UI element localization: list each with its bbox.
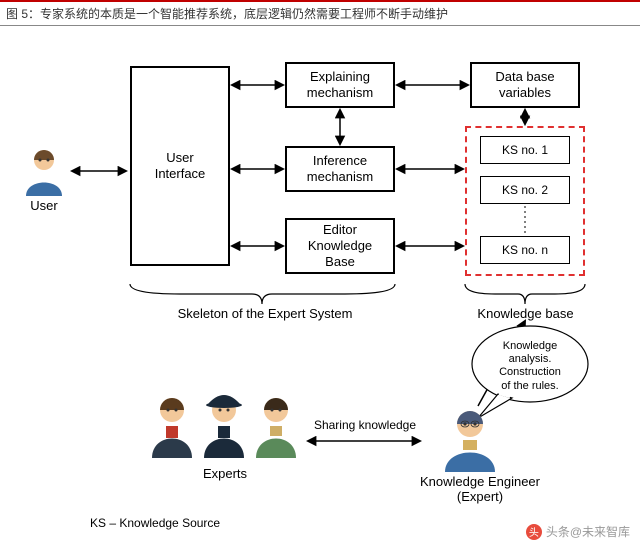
experts-label: Experts <box>140 466 310 481</box>
expert-system-diagram: User User Interface Explaining mechanism… <box>0 26 640 546</box>
figure-caption: 图 5：专家系统的本质是一个智能推荐系统，底层逻辑仍然需要工程师不断手动维护 <box>0 0 640 26</box>
experts-group-icon <box>140 386 310 466</box>
label-skeleton: Skeleton of the Expert System <box>130 306 400 321</box>
sharing-knowledge-label: Sharing knowledge <box>300 418 430 432</box>
knowledge-engineer-icon <box>430 404 510 474</box>
ks-legend: KS – Knowledge Source <box>90 516 220 530</box>
engineer-label-line2: (Expert) <box>457 489 503 504</box>
watermark-icon: 头 <box>526 524 542 540</box>
connectors <box>0 26 640 546</box>
speech-line-4: of the rules. <box>501 380 558 392</box>
label-knowledge-base: Knowledge base <box>458 306 593 321</box>
speech-line-3: Construction <box>499 366 561 378</box>
speech-line-1: Knowledge <box>503 340 557 352</box>
watermark: 头 头条@未来智库 <box>526 523 630 540</box>
engineer-label-line1: Knowledge Engineer <box>420 474 540 489</box>
speech-line-2: analysis. <box>509 353 552 365</box>
watermark-text: 头条@未来智库 <box>546 523 630 540</box>
speech-bubble-text: Knowledge analysis. Construction of the … <box>480 340 580 393</box>
knowledge-engineer-label: Knowledge Engineer (Expert) <box>400 474 560 504</box>
